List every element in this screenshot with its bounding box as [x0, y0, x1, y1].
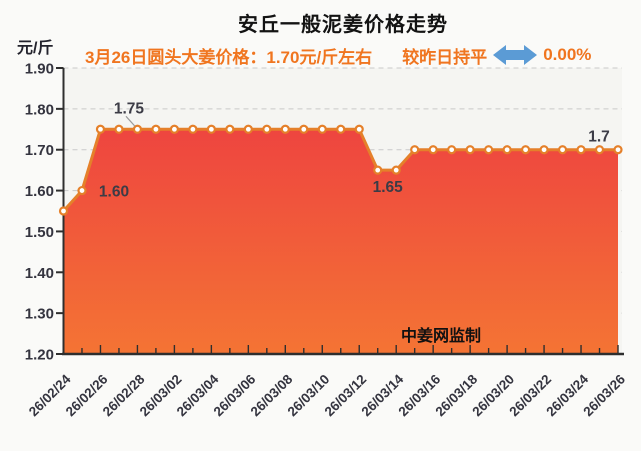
svg-text:1.40: 1.40 — [25, 265, 54, 282]
watermark-text: 中姜网监制 — [401, 326, 481, 345]
svg-text:1.70: 1.70 — [25, 142, 54, 159]
svg-text:1.30: 1.30 — [25, 306, 54, 323]
x-axis-labels: 26/02/2426/02/2626/02/2826/03/0226/03/04… — [26, 345, 628, 419]
svg-text:1.65: 1.65 — [373, 179, 404, 196]
y-axis-unit-label: 元/斤 — [17, 40, 54, 57]
y-axis-labels: 1.90 1.80 1.70 1.60 1.50 1.40 1.30 1.20 — [25, 61, 64, 364]
svg-text:1.90: 1.90 — [25, 61, 54, 78]
flat-trend-double-arrow-icon — [493, 45, 538, 65]
subtitle: 3月26日圆头大姜价格：1.70元/斤左右 较昨日持平 0.00% — [85, 43, 591, 67]
value-annotations: 1.60 1.75 1.65 1.7 — [99, 100, 610, 200]
svg-text:1.20: 1.20 — [25, 347, 54, 364]
svg-text:26/03/26: 26/03/26 — [580, 371, 628, 419]
area-series — [63, 129, 618, 353]
svg-text:1.75: 1.75 — [114, 100, 145, 117]
svg-text:1.60: 1.60 — [99, 184, 129, 201]
subtitle-price-text: 3月26日圆头大姜价格：1.70元/斤左右 — [85, 47, 373, 67]
data-point-markers — [58, 124, 623, 216]
subtitle-change-percent: 0.00% — [543, 45, 592, 64]
svg-text:1.80: 1.80 — [25, 101, 54, 118]
svg-text:1.50: 1.50 — [25, 224, 54, 241]
svg-text:1.60: 1.60 — [25, 183, 54, 200]
svg-text:1.7: 1.7 — [588, 129, 610, 146]
subtitle-compare-text: 较昨日持平 — [402, 47, 488, 67]
page-title: 安丘一般泥姜价格走势 — [238, 14, 448, 36]
